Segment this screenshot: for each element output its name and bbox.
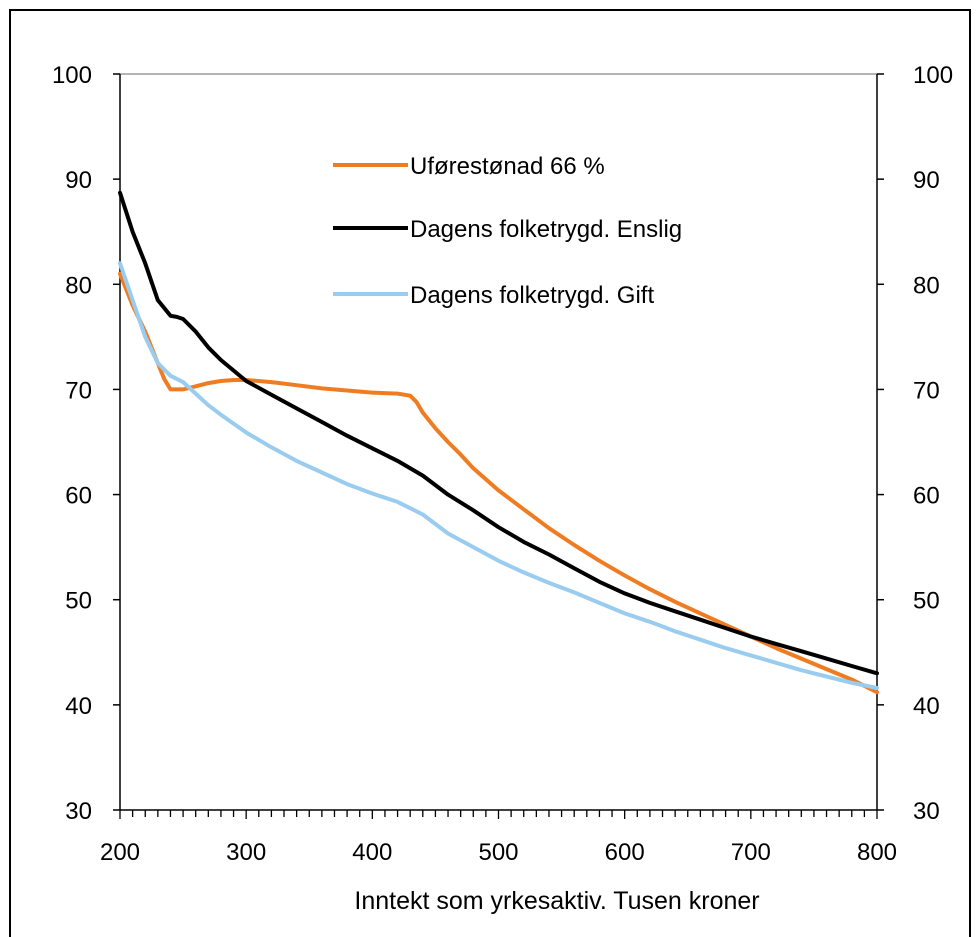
legend-label-1: Uførestønad 66 % [410, 153, 605, 180]
chart-outer-frame [9, 9, 971, 937]
y-tick-label-right: 40 [913, 693, 940, 720]
legend-label-2: Dagens folketrygd. Enslig [410, 216, 682, 243]
y-tick-label-left: 80 [65, 272, 92, 299]
y-tick-label-right: 60 [913, 483, 940, 510]
x-tick-label: 800 [857, 839, 897, 866]
x-tick-label: 600 [605, 839, 645, 866]
y-tick-label-left: 100 [52, 62, 92, 89]
y-tick-label-right: 70 [913, 377, 940, 404]
y-tick-label-left: 70 [65, 377, 92, 404]
y-tick-label-left: 40 [65, 693, 92, 720]
y-tick-label-left: 60 [65, 483, 92, 510]
legend-label-3: Dagens folketrygd. Gift [410, 282, 654, 309]
x-axis-title: Inntekt som yrkesaktiv. Tusen kroner [354, 887, 759, 915]
x-tick-label: 400 [352, 839, 392, 866]
x-tick-label: 700 [731, 839, 771, 866]
y-tick-label-right: 90 [913, 167, 940, 194]
axis-ticks [113, 73, 884, 819]
series-line-2 [118, 190, 879, 676]
y-tick-label-right: 30 [913, 798, 940, 825]
series-lines [118, 190, 879, 695]
y-tick-label-right: 100 [913, 62, 953, 89]
y-tick-label-right: 50 [913, 588, 940, 615]
x-tick-label: 200 [100, 839, 140, 866]
axis-tick-labels: 30 30 40 40 50 50 60 60 70 70 80 80 90 90 100 100 200 300… [52, 62, 953, 866]
y-tick-label-left: 30 [65, 798, 92, 825]
x-tick-label: 500 [478, 839, 518, 866]
series-line-1 [118, 271, 879, 695]
y-tick-label-left: 90 [65, 167, 92, 194]
x-tick-label: 300 [226, 839, 266, 866]
y-tick-label-left: 50 [65, 588, 92, 615]
y-tick-label-right: 80 [913, 272, 940, 299]
legend: Uførestønad 66 % Dagens folketrygd. Ensli… [333, 153, 682, 309]
series-line-3 [118, 261, 879, 690]
